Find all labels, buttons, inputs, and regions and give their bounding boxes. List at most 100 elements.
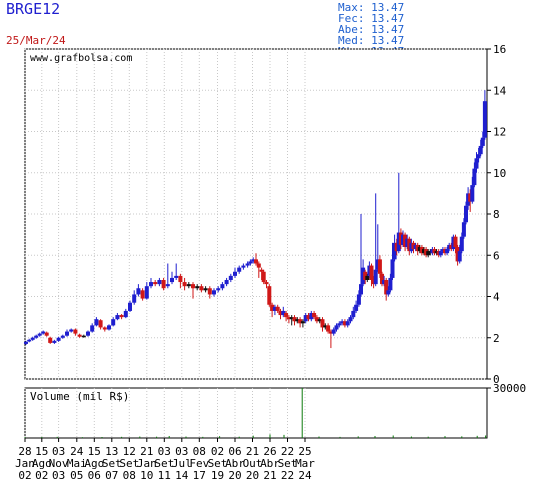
x-tick-day: 21 xyxy=(140,445,153,458)
candle-body xyxy=(48,337,53,343)
candle-body xyxy=(60,335,65,338)
stat-max: Max: 13.47 xyxy=(338,1,405,14)
candle-body xyxy=(426,251,431,256)
candle-body xyxy=(34,335,39,338)
candle-body xyxy=(306,315,311,320)
candle-body xyxy=(23,341,28,344)
candle-body xyxy=(90,325,95,332)
candle-body xyxy=(461,222,466,237)
x-tick-month: Jan xyxy=(137,457,157,470)
x-tick-day: 03 xyxy=(158,445,171,458)
x-tick-day: 15 xyxy=(88,445,101,458)
candle-body xyxy=(328,331,333,334)
candle-body xyxy=(312,313,317,318)
candle-body xyxy=(413,244,418,250)
x-tick-year: 06 xyxy=(88,469,101,482)
candle-body xyxy=(326,325,331,332)
candle-body xyxy=(478,145,483,155)
y-tick-label: 0 xyxy=(493,373,500,386)
candle-body xyxy=(323,325,328,328)
candle-body xyxy=(451,236,456,250)
candle-body xyxy=(191,284,195,289)
candle-body xyxy=(107,325,111,330)
candle-body xyxy=(298,319,303,324)
candle-body xyxy=(359,284,363,295)
candle-body xyxy=(340,321,345,324)
x-tick-month: Nov xyxy=(49,457,69,470)
candle-body xyxy=(157,280,162,285)
candle-body xyxy=(396,232,401,252)
candle-body xyxy=(278,310,283,316)
candle-body xyxy=(470,185,475,202)
x-tick-month: Jan xyxy=(15,457,35,470)
candle-body xyxy=(289,317,294,320)
candle-body xyxy=(331,329,336,334)
candle-body xyxy=(445,249,450,254)
candle-body xyxy=(303,315,308,322)
x-tick-month: Out xyxy=(243,457,263,470)
candle-body xyxy=(434,251,439,254)
candle-body xyxy=(224,280,229,285)
candle-body xyxy=(384,280,389,295)
stat-close: Fec: 13.47 xyxy=(338,12,405,25)
candle-body xyxy=(342,321,347,326)
x-tick-month: Ago xyxy=(32,457,52,470)
candle-body xyxy=(270,304,275,311)
candle-body xyxy=(351,310,356,318)
candle-body xyxy=(468,193,473,202)
candle-body xyxy=(409,242,414,252)
y-tick-label: 4 xyxy=(493,291,500,304)
candle-body xyxy=(207,288,212,295)
candle-body xyxy=(267,286,272,305)
volume-tick-label: 30000 xyxy=(493,382,526,395)
watermark: www.grafbolsa.com xyxy=(30,53,132,64)
candle-body xyxy=(314,317,319,322)
candle-body xyxy=(248,261,253,264)
candle-body xyxy=(153,282,158,285)
stat-average: Med: 13.47 xyxy=(338,34,405,47)
candle-body xyxy=(472,168,477,186)
y-tick-label: 8 xyxy=(493,208,500,221)
candle-body xyxy=(256,263,261,268)
candle-body xyxy=(56,337,61,341)
x-tick-month: Set xyxy=(154,457,174,470)
candle-body xyxy=(149,282,153,287)
candle-body xyxy=(178,275,183,283)
candle-body xyxy=(212,290,216,295)
x-tick-year: 11 xyxy=(158,469,171,482)
x-tick-month: Set xyxy=(208,457,228,470)
y-tick-label: 14 xyxy=(493,84,507,97)
candle-body xyxy=(443,249,447,254)
x-tick-day: 25 xyxy=(298,445,311,458)
stat-open: Abe: 13.47 xyxy=(338,23,405,36)
x-tick-month: Mai xyxy=(67,457,87,470)
x-tick-year: 02 xyxy=(35,469,48,482)
x-tick-day: 28 xyxy=(18,445,31,458)
last-date: 25/Mar/24 xyxy=(6,34,66,47)
candle-body xyxy=(375,259,380,270)
candle-body xyxy=(136,288,141,295)
candle-body xyxy=(111,319,116,326)
x-tick-year: 14 xyxy=(175,469,189,482)
x-tick-year: 05 xyxy=(70,469,83,482)
candle-body xyxy=(295,319,300,322)
candle-body xyxy=(174,275,179,278)
candle-body xyxy=(419,247,424,254)
candle-body xyxy=(436,251,441,256)
candle-body xyxy=(86,331,90,336)
candle-body xyxy=(430,249,435,254)
volume-label: Volume (mil R$) xyxy=(30,390,129,403)
candle-body xyxy=(300,321,305,324)
x-tick-day: 21 xyxy=(246,445,259,458)
candle-body xyxy=(140,290,145,299)
x-tick-month: Fev xyxy=(189,457,209,470)
candle-body xyxy=(216,288,221,291)
candle-body xyxy=(309,313,314,320)
candle-body xyxy=(132,294,137,303)
candle-body xyxy=(165,284,170,287)
x-tick-month: Ago xyxy=(84,457,104,470)
candle-body xyxy=(394,242,399,252)
x-tick-year: 03 xyxy=(52,469,65,482)
candle-body xyxy=(261,271,266,283)
